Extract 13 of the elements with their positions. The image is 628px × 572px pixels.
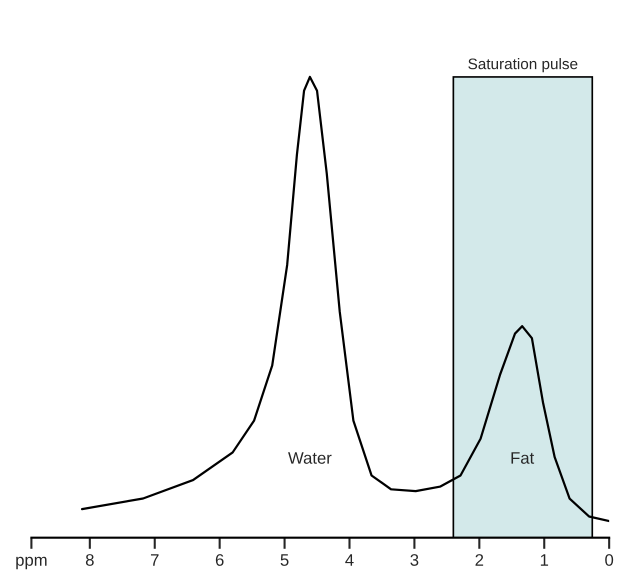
annotation: Fat xyxy=(512,452,534,464)
x-tick-label: 4 xyxy=(345,554,354,566)
x-tick-label: 3 xyxy=(410,554,418,566)
x-tick-label: 2 xyxy=(476,554,484,566)
x-tick-label: 5 xyxy=(280,554,289,566)
x-tick-label: ppm xyxy=(16,556,47,570)
x-tick-label: 6 xyxy=(216,554,224,566)
x-tick-label: 0 xyxy=(605,554,614,566)
x-tick-label: 8 xyxy=(86,554,94,566)
x-tick-label: 7 xyxy=(150,554,159,566)
band-label: Saturation pulse xyxy=(468,58,578,72)
annotation: Water xyxy=(288,452,332,464)
x-tick-label: 1 xyxy=(540,554,548,566)
